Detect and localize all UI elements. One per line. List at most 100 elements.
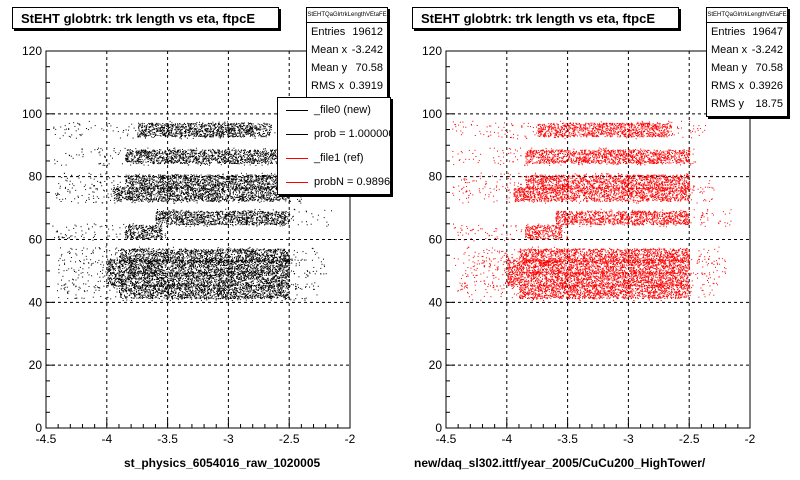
left-data-point	[314, 273, 316, 275]
left-data-point	[171, 273, 173, 275]
left-data-point	[134, 267, 136, 269]
left-data-point	[197, 275, 199, 277]
left-data-point	[172, 292, 174, 294]
left-data-point	[139, 264, 141, 266]
left-data-point	[126, 262, 127, 264]
left-data-point	[203, 265, 205, 266]
left-data-point	[246, 290, 248, 292]
left-data-point	[161, 295, 163, 297]
left-data-point	[131, 275, 133, 277]
left-data-point	[248, 265, 249, 267]
left-data-point	[217, 293, 219, 295]
left-data-point	[256, 295, 258, 297]
left-data-point	[246, 283, 247, 285]
left-data-point	[195, 273, 197, 275]
left-data-point	[157, 268, 159, 270]
left-data-point	[226, 295, 228, 297]
left-data-point	[139, 282, 141, 283]
left-data-point	[101, 261, 103, 263]
left-data-point	[193, 293, 195, 295]
left-data-point	[189, 273, 191, 274]
left-data-point	[268, 273, 269, 275]
left-data-point	[202, 265, 204, 267]
left-data-point	[218, 292, 220, 294]
left-data-point	[239, 289, 241, 291]
left-data-point	[102, 269, 104, 271]
left-data-point	[287, 280, 289, 282]
left-data-point	[218, 275, 220, 277]
left-data-point	[266, 280, 268, 282]
left-data-point	[258, 292, 260, 294]
left-data-point	[157, 297, 159, 299]
left-data-point	[122, 266, 124, 267]
left-data-point	[264, 292, 266, 294]
left-data-point	[179, 268, 181, 270]
left-data-point	[240, 260, 242, 262]
left-data-point	[188, 277, 190, 279]
left-data-point	[135, 289, 137, 291]
left-data-point	[209, 276, 211, 278]
left-data-point	[228, 269, 229, 271]
left-data-point	[246, 260, 248, 262]
left-data-point	[75, 279, 77, 281]
left-data-point	[221, 277, 223, 279]
left-data-point	[190, 268, 192, 270]
left-data-point	[247, 293, 249, 295]
left-data-point	[145, 269, 146, 271]
left-data-point	[125, 260, 127, 262]
left-data-point	[205, 250, 206, 252]
left-data-point	[279, 266, 281, 268]
left-data-point	[295, 286, 297, 288]
left-data-point	[201, 292, 203, 294]
left-data-point	[253, 255, 254, 257]
left-data-point	[288, 282, 289, 284]
left-data-point	[264, 274, 266, 276]
left-data-point	[163, 255, 165, 256]
left-data-point	[262, 286, 264, 288]
left-data-point	[219, 275, 221, 277]
left-data-point	[247, 270, 248, 272]
left-data-point	[207, 288, 209, 290]
left-data-point	[291, 270, 292, 272]
left-data-point	[141, 292, 143, 294]
left-data-point	[182, 283, 184, 284]
left-data-point	[246, 272, 248, 274]
left-data-point	[176, 284, 178, 285]
left-data-point	[220, 275, 222, 277]
left-data-point	[184, 270, 186, 272]
left-data-point	[168, 268, 170, 270]
left-data-point	[238, 278, 239, 280]
left-data-point	[134, 288, 136, 290]
left-data-point	[73, 279, 74, 281]
left-data-point	[215, 284, 217, 286]
left-data-point	[135, 291, 137, 293]
left-data-point	[221, 290, 223, 292]
left-data-point	[165, 265, 167, 267]
left-data-point	[256, 259, 258, 261]
left-data-point	[269, 294, 271, 296]
left-data-point	[182, 253, 184, 255]
left-data-point	[236, 288, 238, 289]
left-data-point	[162, 278, 164, 280]
left-data-point	[225, 267, 227, 269]
left-data-point	[187, 276, 189, 278]
left-data-point	[67, 292, 69, 294]
left-data-point	[139, 294, 141, 296]
left-data-point	[226, 289, 228, 291]
left-data-point	[234, 289, 236, 291]
left-data-point	[248, 291, 250, 293]
left-data-point	[291, 283, 293, 285]
left-data-point	[286, 298, 287, 299]
left-data-point	[153, 263, 154, 265]
left-data-point	[150, 264, 152, 265]
left-data-point	[245, 258, 247, 260]
left-data-point	[169, 299, 171, 301]
left-data-point	[281, 290, 283, 292]
left-data-point	[288, 270, 290, 272]
left-data-point	[152, 288, 154, 290]
left-data-point	[241, 285, 243, 287]
left-data-point	[187, 249, 189, 251]
left-data-point	[168, 271, 170, 273]
left-data-point	[148, 295, 150, 296]
left-data-point	[244, 273, 246, 275]
